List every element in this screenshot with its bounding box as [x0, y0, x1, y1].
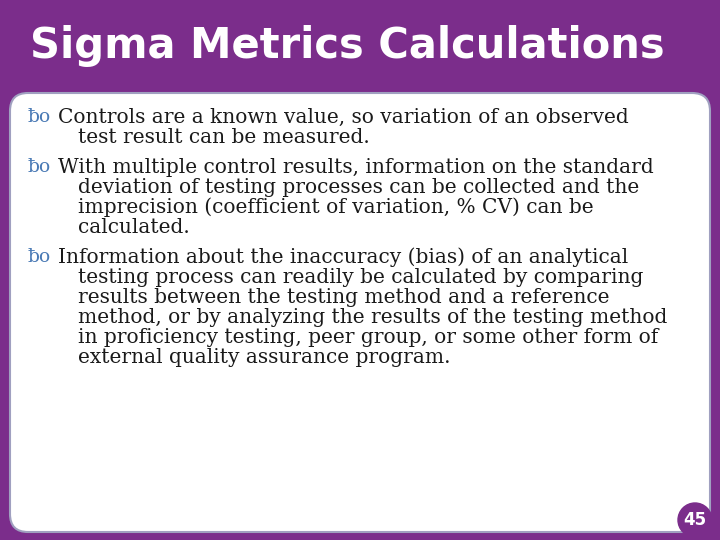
Text: Sigma Metrics Calculations: Sigma Metrics Calculations: [30, 25, 665, 67]
Text: calculated.: calculated.: [78, 218, 190, 237]
FancyBboxPatch shape: [8, 4, 712, 88]
Text: ƀo: ƀo: [28, 248, 51, 266]
Text: test result can be measured.: test result can be measured.: [78, 127, 370, 146]
Text: 45: 45: [683, 511, 706, 529]
Circle shape: [678, 503, 712, 537]
Text: ƀo: ƀo: [28, 108, 51, 126]
Text: testing process can readily be calculated by comparing: testing process can readily be calculate…: [78, 268, 644, 287]
Text: in proficiency testing, peer group, or some other form of: in proficiency testing, peer group, or s…: [78, 328, 658, 347]
FancyBboxPatch shape: [10, 93, 710, 532]
Text: deviation of testing processes can be collected and the: deviation of testing processes can be co…: [78, 178, 639, 197]
Text: ƀo: ƀo: [28, 158, 51, 176]
Text: Information about the inaccuracy (bias) of an analytical: Information about the inaccuracy (bias) …: [58, 247, 629, 267]
Text: Controls are a known value, so variation of an observed: Controls are a known value, so variation…: [58, 107, 629, 126]
Text: method, or by analyzing the results of the testing method: method, or by analyzing the results of t…: [78, 308, 667, 327]
Text: imprecision (coefficient of variation, % CV) can be: imprecision (coefficient of variation, %…: [78, 197, 593, 217]
Text: external quality assurance program.: external quality assurance program.: [78, 348, 451, 367]
Text: With multiple control results, information on the standard: With multiple control results, informati…: [58, 158, 654, 177]
Text: results between the testing method and a reference: results between the testing method and a…: [78, 288, 610, 307]
